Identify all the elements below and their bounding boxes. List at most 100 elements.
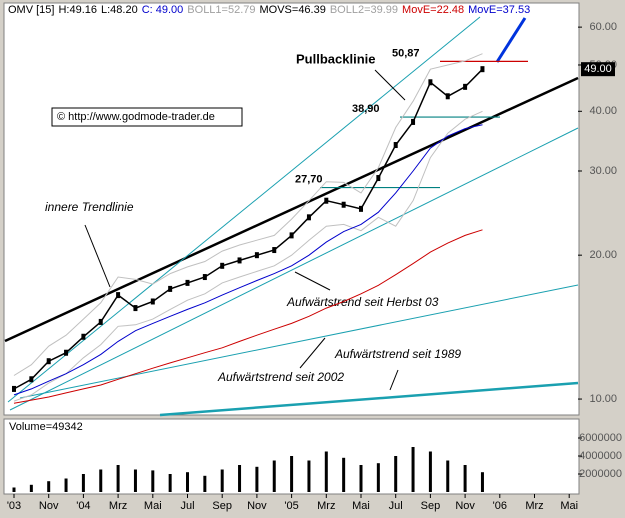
price-tag xyxy=(581,62,615,77)
header-item: BOLL2=39.99 xyxy=(330,4,398,16)
level-label: 27,70 xyxy=(295,173,323,185)
candle xyxy=(324,197,329,204)
arrows xyxy=(84,69,406,391)
x-tick-label: Jul xyxy=(389,500,403,512)
candle xyxy=(12,385,16,392)
volume-bar xyxy=(186,472,189,492)
volume-bar xyxy=(359,465,363,492)
trendline-2002 xyxy=(19,284,579,399)
candle xyxy=(480,66,485,73)
x-tick-label: '05 xyxy=(284,500,298,512)
candle xyxy=(359,205,363,212)
candle xyxy=(376,175,381,182)
candle xyxy=(64,349,69,356)
price-line xyxy=(13,68,484,390)
trendline-inner xyxy=(4,76,579,343)
volume-bar xyxy=(64,478,68,492)
candle xyxy=(445,93,450,100)
volume-bar xyxy=(81,474,85,492)
candle xyxy=(150,298,155,305)
x-tick-label: Sep xyxy=(212,500,232,512)
candle xyxy=(202,274,207,281)
candle xyxy=(428,79,433,86)
volume-bar xyxy=(151,470,155,492)
volume-bar xyxy=(99,469,103,492)
volume-bar xyxy=(307,460,311,492)
volume-tick-label: 4000000 xyxy=(579,450,622,462)
arrow xyxy=(299,337,326,369)
candle xyxy=(393,142,398,149)
annotation: Pullbacklinie xyxy=(296,51,375,66)
trendline-upper xyxy=(7,16,481,403)
volume-bar xyxy=(29,484,33,492)
arrow xyxy=(294,271,331,291)
annotation: innere Trendlinie xyxy=(45,200,134,214)
volume-bar xyxy=(272,460,276,492)
trendline-herbst03 xyxy=(9,127,579,411)
volume-bar xyxy=(290,456,294,492)
x-tick-label: Mrz xyxy=(317,500,335,512)
volume-bar xyxy=(324,451,328,492)
volume-tick-label: 2000000 xyxy=(579,468,622,480)
header-item: BOLL1=52.79 xyxy=(187,4,255,16)
volume-bar xyxy=(255,466,259,492)
header-item: H:49.16 xyxy=(58,4,97,16)
price-line xyxy=(13,124,483,396)
candle xyxy=(116,292,121,299)
price-tag-label: 49.00 xyxy=(584,63,612,75)
volume-bar xyxy=(168,474,172,492)
volume-label: Volume=49342 xyxy=(9,421,83,433)
copyright: © http://www.godmode-trader.de xyxy=(57,111,215,123)
x-tick-label: Jul xyxy=(180,500,194,512)
volume-bar xyxy=(116,465,120,492)
volume-bar xyxy=(342,457,346,492)
volume-tick-label: 6000000 xyxy=(579,432,622,444)
candle xyxy=(29,376,34,383)
header: OMV [15] H:49.16 L:48.20 C: 49.00 BOLL1=52.7… xyxy=(8,4,530,16)
candle xyxy=(46,358,51,365)
header-item: L:48.20 xyxy=(101,4,138,16)
x-tick-label: Mai xyxy=(144,500,162,512)
level-label: 38,90 xyxy=(352,103,380,115)
header-item: C: 49.00 xyxy=(142,4,184,16)
candle xyxy=(81,333,86,340)
volume-bar xyxy=(133,469,137,492)
x-tick-label: Mai xyxy=(560,500,578,512)
volume-bar xyxy=(203,475,207,492)
volume-bar xyxy=(463,465,467,492)
header-item: MovE=37.53 xyxy=(468,4,530,16)
annotation: Aufwärtstrend seit Herbst 03 xyxy=(286,295,439,309)
x-tick-label: '03 xyxy=(7,500,21,512)
candle xyxy=(254,252,259,259)
header-item: OMV [15] xyxy=(8,4,54,16)
annotation: Aufwärtstrend seit 2002 xyxy=(217,370,344,384)
volume-bar xyxy=(394,456,398,492)
volume-bar xyxy=(428,451,432,492)
header-item: MOVS=46.39 xyxy=(260,4,326,16)
candle xyxy=(306,214,311,221)
candle xyxy=(463,83,468,90)
y-tick-label: 20.00 xyxy=(589,249,617,261)
x-tick-label: Nov xyxy=(39,500,59,512)
volume-bar xyxy=(480,472,484,492)
x-tick-label: Nov xyxy=(455,500,475,512)
volume-bar xyxy=(238,465,242,492)
candle xyxy=(237,257,242,264)
annotation: Aufwärtstrend seit 1989 xyxy=(334,347,461,361)
price-line xyxy=(13,53,483,376)
volume-bar xyxy=(376,463,380,492)
x-tick-label: '04 xyxy=(76,500,90,512)
x-tick-label: Mai xyxy=(352,500,370,512)
x-tick-label: '06 xyxy=(493,500,507,512)
x-tick-label: Mrz xyxy=(109,500,127,512)
y-tick-label: 40.00 xyxy=(589,105,617,117)
candle xyxy=(133,305,138,312)
candle xyxy=(98,318,103,325)
header-item: MovE=22.48 xyxy=(402,4,464,16)
copyright-box xyxy=(51,107,243,127)
level-label: 50,87 xyxy=(392,47,420,59)
y-tick-label: 10.00 xyxy=(589,393,617,405)
arrow xyxy=(84,224,111,288)
candle xyxy=(168,285,173,292)
arrow xyxy=(374,69,406,101)
